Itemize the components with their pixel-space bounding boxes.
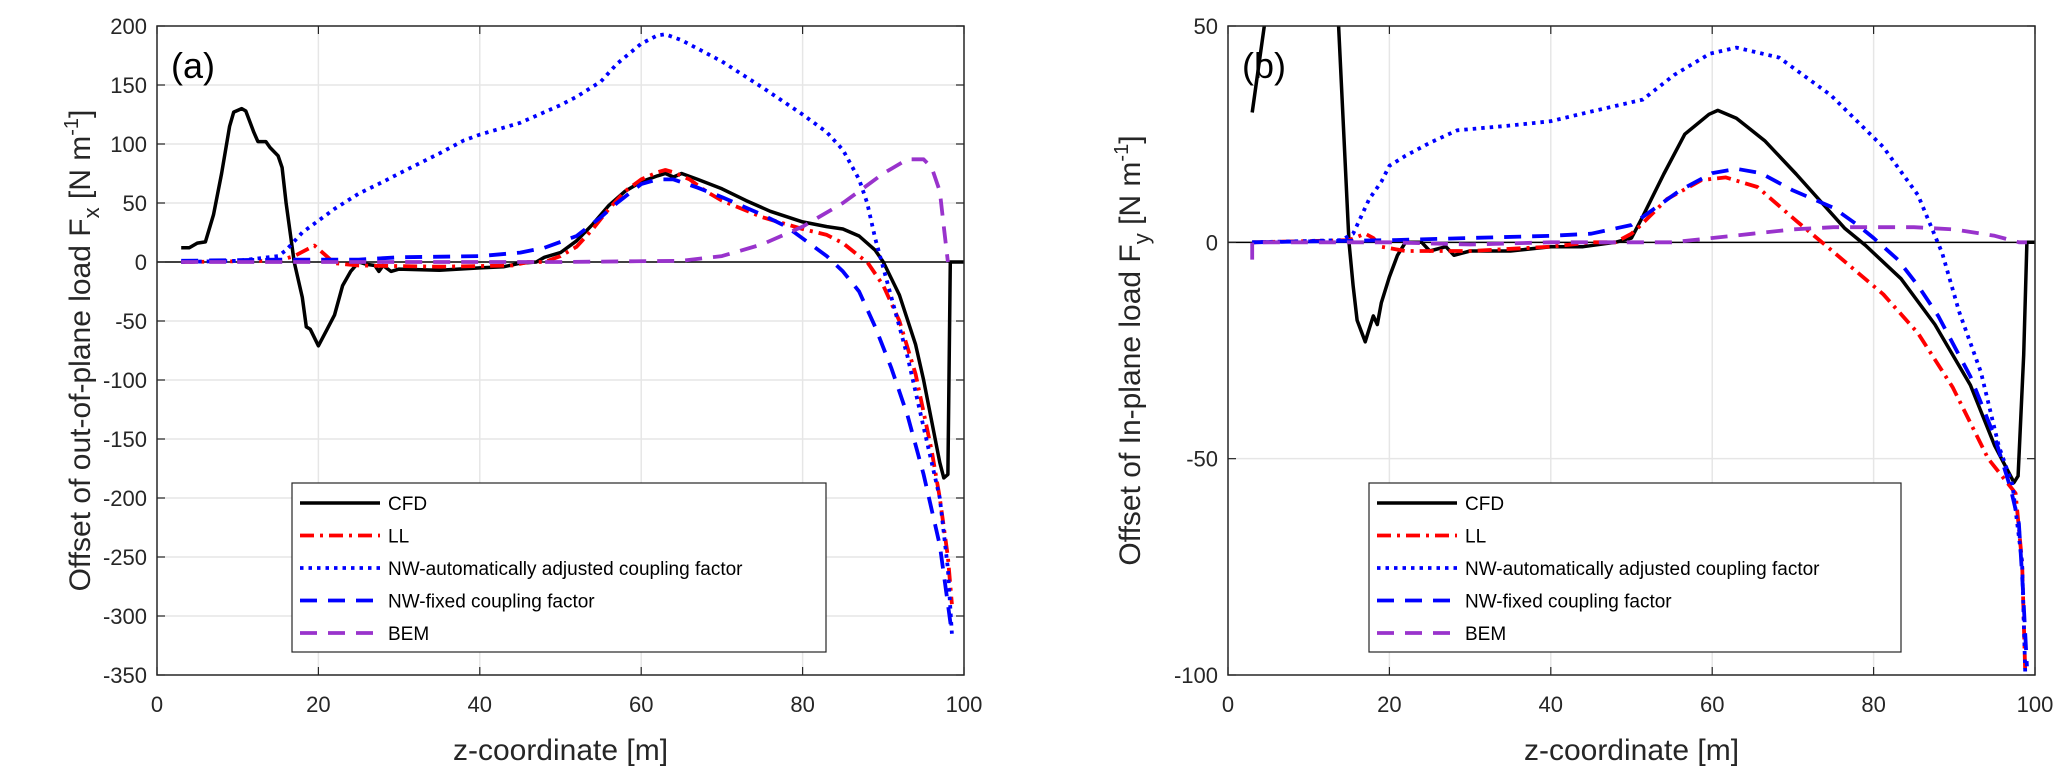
series-line-bem xyxy=(1250,225,2027,260)
y-tick-label: -100 xyxy=(1174,663,1218,688)
y-tick-label: 50 xyxy=(123,191,147,216)
series-line-cfd xyxy=(1250,26,2035,485)
legend-box xyxy=(291,482,827,653)
x-tick-label: 60 xyxy=(1700,692,1724,717)
x-tick-label: 20 xyxy=(306,692,330,717)
y-axis-label-superscript: -1 xyxy=(1111,144,1133,162)
y-tick-label: -50 xyxy=(115,309,147,334)
y-tick-label: -250 xyxy=(103,545,147,570)
legend-item: NW-automatically adjusted coupling facto… xyxy=(1377,559,1820,580)
legend-label: CFD xyxy=(388,494,427,515)
series-line-nw-fixed-coupling-factor xyxy=(181,177,954,634)
axes-box xyxy=(1227,25,2036,676)
panel-b-in-plane-load: 0 20 40 60 80 100 -100 -50 0 50 (b) z-coordinate [m… xyxy=(1111,14,2054,767)
legend-item: NW-fixed coupling factor xyxy=(1377,592,1672,613)
legend-item: BEM xyxy=(1377,624,1506,645)
y-axis-label-unit: [N m xyxy=(64,136,97,208)
legend-label: CFD xyxy=(1465,494,1504,515)
y-axis-label-superscript: -1 xyxy=(61,118,83,136)
x-tick-label: 0 xyxy=(1222,692,1234,717)
legend-label: LL xyxy=(388,527,409,548)
legend-label: LL xyxy=(1465,527,1486,548)
legend: CFD LL NW-automatically adjusted coupling … xyxy=(291,482,827,653)
x-tick-label: 100 xyxy=(946,692,983,717)
legend-label: BEM xyxy=(388,624,429,645)
y-tick-label: -100 xyxy=(103,368,147,393)
y-axis-label-subscript: y xyxy=(1129,233,1154,244)
y-tick-label: -200 xyxy=(103,486,147,511)
legend-label: BEM xyxy=(1465,624,1506,645)
y-tick-label: 0 xyxy=(1206,230,1218,255)
series-line-cfd xyxy=(181,106,964,480)
y-tick-label: 150 xyxy=(110,73,147,98)
y-tick-label: 50 xyxy=(1194,14,1218,39)
axes-box xyxy=(156,25,965,676)
y-tick-label: -300 xyxy=(103,604,147,629)
series-line-nw-fixed-coupling-factor xyxy=(1252,166,2029,667)
x-axis-label: z-coordinate [m] xyxy=(1524,734,1739,767)
series-line-nw-automatically-adjusted-coupling-factor xyxy=(181,32,954,634)
x-tick-label: 40 xyxy=(1539,692,1563,717)
y-tick-label: -350 xyxy=(103,663,147,688)
y-tick-label: 100 xyxy=(110,132,147,157)
y-axis-label-unit: [N m xyxy=(1114,162,1147,234)
legend-label: NW-fixed coupling factor xyxy=(388,592,595,613)
legend-item: LL xyxy=(1377,527,1486,548)
legend-item: NW-automatically adjusted coupling facto… xyxy=(300,559,743,580)
legend-item: NW-fixed coupling factor xyxy=(300,592,595,613)
y-tick-label: -150 xyxy=(103,427,147,452)
x-tick-label: 0 xyxy=(151,692,163,717)
legend-label: NW-automatically adjusted coupling facto… xyxy=(1465,559,1820,580)
legend-item: CFD xyxy=(1377,494,1504,515)
x-tick-label: 100 xyxy=(2017,692,2054,717)
legend-item: CFD xyxy=(300,494,427,515)
y-tick-label: -50 xyxy=(1186,447,1218,472)
x-tick-label: 80 xyxy=(1861,692,1885,717)
legend-label: NW-fixed coupling factor xyxy=(1465,592,1672,613)
y-axis-label: Offset of In-plane load Fy [N m-1] xyxy=(1111,135,1154,565)
y-axis-label-subscript: x xyxy=(79,207,104,218)
panel-label: (b) xyxy=(1242,45,1286,86)
series-line-ll xyxy=(181,168,954,605)
panel-label: (a) xyxy=(171,45,215,86)
y-axis-label-main: Offset of In-plane load F xyxy=(1114,244,1147,565)
panel-a-out-of-plane-load: 0 20 40 60 80 100-350-300-250-200-150-100-500… xyxy=(61,14,982,767)
x-tick-label: 80 xyxy=(790,692,814,717)
x-tick-label: 60 xyxy=(629,692,653,717)
legend-label: NW-automatically adjusted coupling facto… xyxy=(388,559,743,580)
x-axis-label: z-coordinate [m] xyxy=(453,734,668,767)
legend-item: LL xyxy=(300,527,409,548)
series-line-bem xyxy=(181,157,950,264)
legend: CFD LL NW-automatically adjusted coupling … xyxy=(1368,482,1902,653)
legend-item: BEM xyxy=(300,624,429,645)
x-tick-label: 40 xyxy=(468,692,492,717)
x-tick-label: 20 xyxy=(1377,692,1401,717)
y-axis-label: Offset of out-of-plane load Fx [N m-1] xyxy=(61,110,104,592)
y-tick-label: 0 xyxy=(135,250,147,275)
y-axis-label-main: Offset of out-of-plane load F xyxy=(64,218,97,591)
legend-box xyxy=(1368,482,1902,653)
y-axis-label-unit-close: ] xyxy=(1114,135,1147,143)
y-axis-label-unit-close: ] xyxy=(64,110,97,118)
y-tick-label: 200 xyxy=(110,14,147,39)
